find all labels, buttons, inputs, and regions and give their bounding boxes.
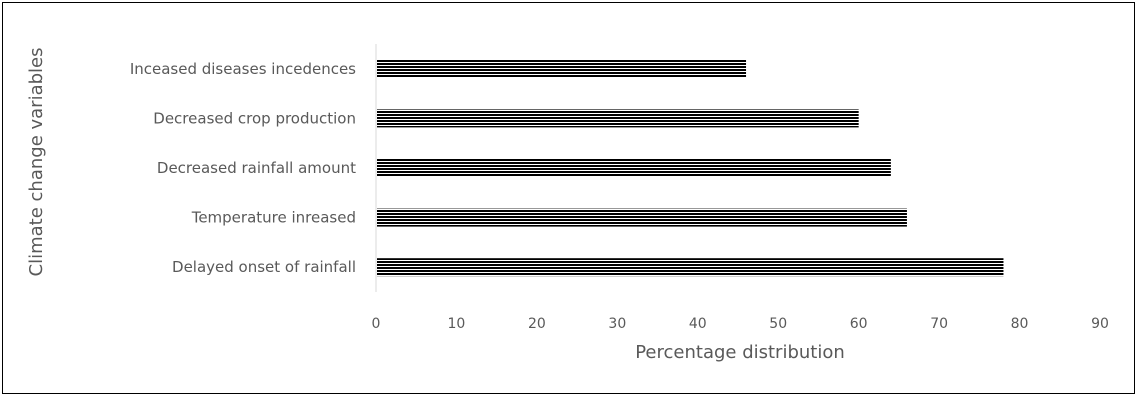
- x-tick-label-7: 70: [930, 316, 948, 332]
- bars-group: [377, 59, 1004, 277]
- x-tick-label-5: 50: [769, 316, 787, 332]
- category-label-3: Decreased crop production: [153, 109, 356, 127]
- bar-0: [377, 258, 1004, 277]
- x-tick-label-4: 40: [689, 316, 707, 332]
- category-label-1: Temperature inreased: [191, 209, 356, 227]
- x-tick-label-6: 60: [850, 316, 868, 332]
- bar-1: [377, 208, 907, 227]
- category-label-0: Delayed onset of rainfall: [172, 258, 356, 276]
- bar-4: [377, 59, 747, 78]
- bar-3: [377, 109, 859, 128]
- x-tick-label-3: 30: [608, 316, 626, 332]
- y-axis-title: Climate change variables: [26, 48, 47, 277]
- category-label-4: Inceased diseases incedences: [130, 60, 356, 78]
- x-tick-label-8: 80: [1011, 316, 1029, 332]
- x-tick-label-2: 20: [528, 316, 546, 332]
- x-axis-title: Percentage distribution: [635, 342, 845, 363]
- category-label-2: Decreased rainfall amount: [157, 159, 356, 177]
- x-tick-label-0: 0: [372, 316, 381, 332]
- x-tick-label-9: 90: [1091, 316, 1109, 332]
- x-tick-labels-group: 0 10 20 30 40 50 60 70 80 90: [372, 316, 1109, 332]
- category-labels-group: Delayed onset of rainfall Temperature inr…: [130, 60, 356, 276]
- bar-2: [377, 159, 891, 177]
- x-tick-label-1: 10: [448, 316, 466, 332]
